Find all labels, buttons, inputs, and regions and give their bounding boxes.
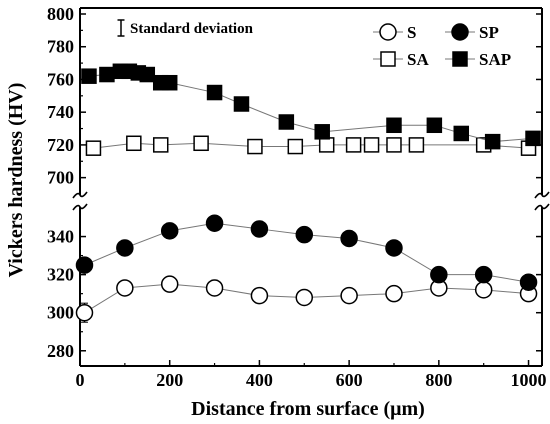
sap-point	[278, 114, 295, 130]
y-tick-label-upper: 800	[47, 4, 74, 24]
legend-sa-label: SA	[407, 50, 429, 69]
s-point	[205, 279, 224, 297]
sa-point	[363, 137, 380, 153]
legend-s-marker	[379, 23, 397, 41]
sp-point	[160, 222, 179, 240]
sp-point	[519, 273, 538, 291]
x-tick-label: 800	[425, 370, 452, 390]
sa-point	[318, 137, 335, 153]
sp-point	[75, 256, 94, 274]
s-point	[160, 275, 179, 293]
sap-point	[206, 84, 223, 101]
sap-point	[426, 117, 443, 134]
sap-point	[161, 74, 178, 91]
axis-break-mark-right-bottom	[534, 203, 550, 211]
y-tick-label-upper: 740	[47, 102, 74, 122]
s-point	[75, 303, 94, 322]
sa-point	[408, 137, 425, 153]
sp-point	[250, 220, 269, 238]
series-sap	[81, 63, 541, 150]
x-tick-label: 1000	[511, 370, 547, 390]
sp-point	[385, 239, 403, 257]
legend-sap-marker	[452, 51, 468, 67]
y-tick-label-upper: 760	[47, 69, 74, 89]
legend-sa-marker	[380, 51, 396, 67]
series-s	[75, 275, 538, 323]
y-tick-label-upper: 780	[47, 37, 74, 57]
sap-point	[314, 124, 330, 140]
sap-point	[484, 133, 501, 150]
series-layer	[75, 63, 541, 323]
standard-deviation-label: Standard deviation	[130, 21, 254, 37]
y-tick-label-lower: 300	[47, 303, 74, 323]
plot-frame	[72, 7, 550, 367]
y-tick-label-upper: 700	[47, 168, 74, 188]
s-point	[116, 279, 134, 297]
y-tick-label-lower: 320	[47, 265, 74, 285]
axis-break-mark-left-bottom	[72, 203, 88, 211]
sa-point	[287, 138, 304, 155]
legend-sp-label: SP	[479, 23, 499, 42]
s-point	[250, 286, 269, 305]
sap-point	[386, 117, 402, 134]
legend-s-label: S	[407, 23, 416, 42]
x-tick-label: 0	[76, 370, 85, 390]
axis-break-mark-left-top	[72, 191, 88, 199]
s-point	[474, 281, 493, 299]
y-tick-label-lower: 280	[47, 341, 74, 361]
sap-point	[99, 66, 115, 83]
sp-point	[205, 214, 224, 232]
legend-sp-marker	[451, 23, 469, 41]
sa-point	[126, 135, 142, 152]
sa-point	[85, 140, 102, 156]
sp-point	[295, 225, 314, 244]
y-axis-title: Vickers hardness (HV)	[5, 83, 27, 278]
standard-deviation-note: Standard deviation	[117, 19, 254, 37]
sa-point	[193, 135, 209, 152]
sap-point	[81, 68, 97, 84]
x-axis-title: Distance from surface (μm)	[191, 398, 425, 420]
sap-point	[525, 130, 541, 147]
sap-point	[139, 66, 156, 83]
x-tick-label: 400	[246, 370, 273, 390]
sap-point	[453, 125, 470, 142]
x-tick-label: 600	[336, 370, 363, 390]
sa-point	[345, 137, 362, 153]
sp-point	[474, 265, 493, 284]
axis-break-mark-right-top	[534, 191, 550, 199]
sap-point	[233, 96, 250, 112]
sp-point	[430, 265, 448, 284]
axis-ticks: 0 200 400 600 800 1000 700 720 740 760 780 800 280 30…	[47, 4, 547, 390]
y-tick-label-lower: 340	[47, 227, 74, 247]
s-point	[295, 288, 314, 307]
sp-point	[340, 229, 358, 248]
series-sp	[75, 214, 538, 291]
legend-sap-label: SAP	[479, 50, 511, 69]
sa-point	[152, 137, 169, 153]
s-point	[385, 284, 403, 303]
legend: S SP SA SAP	[373, 23, 511, 69]
s-point	[340, 286, 358, 305]
sa-point	[386, 137, 402, 153]
y-tick-label-upper: 720	[47, 135, 74, 155]
x-tick-label: 200	[156, 370, 183, 390]
sp-point	[116, 239, 134, 257]
sa-point	[247, 138, 263, 155]
